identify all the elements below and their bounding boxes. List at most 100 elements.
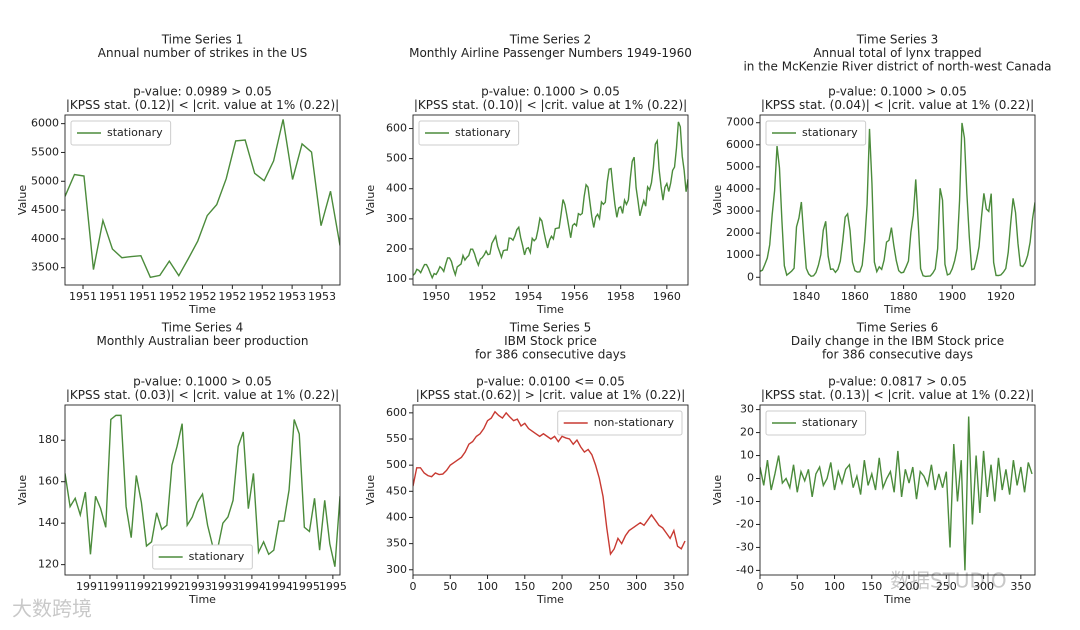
panel-title: Time Series 2 [509,33,592,47]
x-tick-label: 350 [1010,580,1031,593]
y-tick-label: -10 [736,494,754,507]
x-tick-label: 1952 [189,290,217,303]
panel-subtitle: IBM Stock price [504,334,597,348]
plot [760,416,1033,571]
y-axis-label: Value [16,475,29,505]
annotation: |KPSS stat. (0.03)| < |crit. value at 1%… [66,388,339,402]
y-tick-label: 5000 [726,160,754,173]
y-tick-label: 120 [38,558,59,571]
panel-subtitle: for 386 consecutive days [475,348,626,362]
x-tick-label: 1960 [653,290,681,303]
data-line [413,410,686,556]
x-tick-label: 200 [899,580,920,593]
annotation: |KPSS stat. (0.04)| < |crit. value at 1%… [761,98,1034,112]
annotation: |KPSS stat. (0.10)| < |crit. value at 1%… [414,98,687,112]
y-tick-label: 1000 [726,248,754,261]
y-tick-label: 600 [386,406,407,419]
x-tick-label: 150 [861,580,882,593]
y-tick-label: 300 [386,563,407,576]
x-tick-label: 1992 [130,580,158,593]
axes-frame [759,114,1036,286]
legend-box [418,120,520,146]
legend-box [70,120,172,146]
y-tick-label: 4500 [31,203,59,216]
y-tick-label: -20 [736,517,754,530]
legend-label: non-stationary [594,416,675,429]
y-tick-label: 180 [38,433,59,446]
x-tick-label: 1993 [211,580,239,593]
y-tick-label: 2000 [726,226,754,239]
y-tick-label: 400 [386,182,407,195]
x-tick-label: 1995 [292,580,320,593]
x-tick-label: 1954 [514,290,542,303]
x-tick-label: 1995 [319,580,347,593]
panel-subtitle: Monthly Airline Passenger Numbers 1949-1… [409,46,692,60]
legend: stationary [765,120,867,146]
x-tick-label: 300 [973,580,994,593]
y-tick-label: 10 [740,449,754,462]
legend: stationary [152,544,253,570]
legend-box [765,410,867,436]
x-tick-label: 1956 [561,290,589,303]
legend-label: stationary [802,126,858,139]
panel-title: Time Series 3 [856,33,939,47]
y-tick-label: 0 [747,270,754,283]
y-axis-label: Value [364,475,377,505]
y-tick-label: 6000 [726,138,754,151]
x-tick-label: 50 [790,580,804,593]
x-tick-label: 1880 [890,290,918,303]
x-tick-label: 100 [477,580,498,593]
y-tick-label: 200 [386,242,407,255]
x-axis-label: Time [536,593,564,606]
x-tick-label: 1953 [278,290,306,303]
y-axis-label: Value [364,185,377,215]
y-tick-label: 30 [740,403,754,416]
x-axis-label: Time [536,303,564,316]
annotation: |KPSS stat. (0.13)| < |crit. value at 1%… [761,388,1034,402]
legend: stationary [765,410,867,436]
y-tick-label: 3500 [31,261,59,274]
x-tick-label: 150 [514,580,535,593]
y-tick-label: 4000 [31,232,59,245]
y-tick-label: 400 [386,510,407,523]
x-tick-label: 1991 [103,580,131,593]
y-tick-label: 550 [386,432,407,445]
legend-label: stationary [802,416,858,429]
y-tick-label: 600 [386,122,407,135]
y-tick-label: 300 [386,212,407,225]
x-tick-label: 1994 [265,580,293,593]
axes-frame [412,114,689,286]
x-tick-label: 300 [626,580,647,593]
annotation: p-value: 0.0817 > 0.05 [828,375,967,389]
legend: stationary [70,120,172,146]
watermark: 数据STUDIO [890,569,1007,593]
y-tick-label: 160 [38,475,59,488]
x-tick-label: 1953 [308,290,336,303]
y-tick-label: 20 [740,426,754,439]
y-tick-label: 0 [747,472,754,485]
x-tick-label: 1952 [248,290,276,303]
legend-box [557,410,683,436]
panel-title: Time Series 6 [856,321,939,335]
y-tick-label: 4000 [726,182,754,195]
x-axis-label: Time [883,593,911,606]
x-tick-label: 0 [757,580,764,593]
x-tick-label: 1992 [157,580,185,593]
x-tick-label: 1900 [938,290,966,303]
legend-label: stationary [455,126,511,139]
panel-subtitle: Daily change in the IBM Stock price [791,334,1004,348]
x-tick-label: 1994 [238,580,266,593]
panel-subtitle: in the McKenzie River district of north-… [743,60,1051,74]
x-tick-label: 1993 [184,580,212,593]
x-axis-label: Time [188,303,216,316]
annotation: p-value: 0.0989 > 0.05 [133,85,272,99]
y-axis-label: Value [16,185,29,215]
annotation: p-value: 0.1000 > 0.05 [133,375,272,389]
legend: non-stationary [557,410,683,436]
panel-subtitle: for 386 consecutive days [822,348,973,362]
x-tick-label: 1840 [792,290,820,303]
